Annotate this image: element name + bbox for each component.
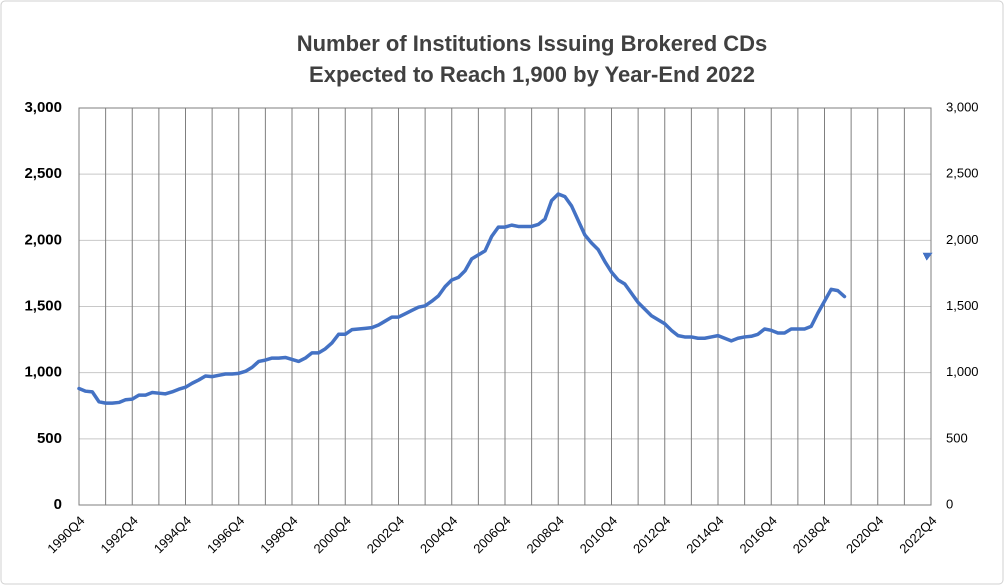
y-tick-label: 0 <box>54 496 62 513</box>
plot-border <box>78 107 932 506</box>
y-tick-label: 1,000 <box>24 364 62 381</box>
y2-tick-label: 0 <box>946 496 953 511</box>
chart-subtitle: Expected to Reach 1,900 by Year-End 2022 <box>309 62 755 87</box>
y-tick-label: 1,500 <box>24 297 62 314</box>
y-tick-label: 2,500 <box>24 165 62 182</box>
data-line <box>77 192 847 405</box>
chart-title: Number of Institutions Issuing Brokered … <box>297 31 768 56</box>
y-tick-label: 3,000 <box>24 99 62 116</box>
y2-tick-label: 2,000 <box>946 232 979 247</box>
y2-tick-label: 3,000 <box>946 99 979 114</box>
y2-tick-label: 1,500 <box>946 298 979 313</box>
y-tick-label: 2,000 <box>24 231 62 248</box>
y2-tick-label: 1,000 <box>946 364 979 379</box>
y-tick-label: 500 <box>37 430 62 447</box>
y2-tick-label: 2,500 <box>946 166 979 181</box>
y2-tick-label: 500 <box>946 430 968 445</box>
